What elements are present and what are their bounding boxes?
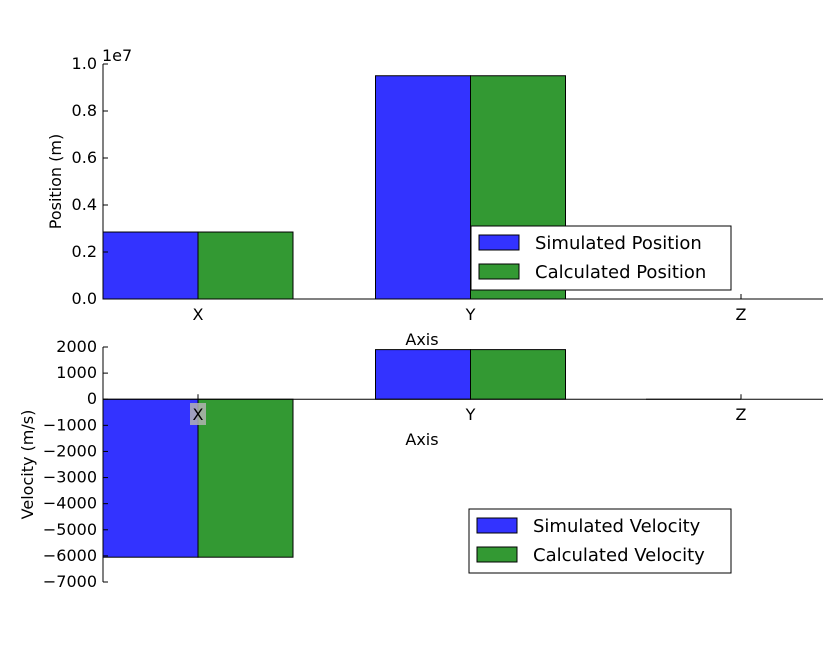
x-tick-label: Z xyxy=(736,405,747,424)
y-tick-label: 0.6 xyxy=(72,148,97,167)
y-axis-title: Position (m) xyxy=(46,134,65,229)
x-axis-title: Axis xyxy=(405,430,438,449)
x-tick-label: X xyxy=(193,405,204,424)
legend-label: Simulated Velocity xyxy=(533,516,701,537)
y-tick-label: −6000 xyxy=(43,546,97,565)
y-tick-label: 0 xyxy=(87,389,97,408)
y-tick-label: −5000 xyxy=(43,520,97,539)
y-tick-label: 2000 xyxy=(56,337,97,356)
legend-swatch xyxy=(478,263,520,280)
x-tick-label: X xyxy=(193,305,204,324)
bar-calculated-position-x xyxy=(197,231,294,300)
legend-swatch xyxy=(476,517,518,534)
y-offset-text: 1e7 xyxy=(102,46,132,65)
x-tick-label: Y xyxy=(465,305,476,324)
y-tick-label: −1000 xyxy=(43,415,97,434)
legend-swatch xyxy=(478,234,520,251)
bar-simulated-position-x xyxy=(102,231,199,300)
y-tick-label: 1000 xyxy=(56,363,97,382)
y-tick-label: −3000 xyxy=(43,468,97,487)
legend-label: Calculated Velocity xyxy=(533,545,705,566)
y-tick-label: −7000 xyxy=(43,572,97,591)
legend-label: Calculated Position xyxy=(535,262,706,283)
x-tick-label: Z xyxy=(736,305,747,324)
y-tick-label: 0.0 xyxy=(72,289,97,308)
position-chart: 0.0 0.2 0.4 0.6 0.8 1.0 X Y Z Axis Position (m) 1e7… xyxy=(46,46,823,349)
legend-label: Simulated Position xyxy=(535,233,702,254)
y-tick-label: 0.2 xyxy=(72,242,97,261)
y-tick-label: 1.0 xyxy=(72,54,97,73)
bar-calculated-velocity-x xyxy=(197,398,294,558)
y-tick-label: 0.4 xyxy=(72,195,97,214)
y-axis-title: Velocity (m/s) xyxy=(18,410,37,520)
velocity-chart: −7000 −6000 −5000 −4000 −3000 −2000 −1000 0 1000… xyxy=(18,337,823,591)
bar-simulated-position-y xyxy=(375,75,471,300)
x-axis-title: Axis xyxy=(405,330,438,349)
legend: Simulated Position Calculated Position xyxy=(470,225,732,291)
x-tick-label: Y xyxy=(465,405,476,424)
bar-simulated-velocity-x xyxy=(102,398,199,558)
bar-calculated-velocity-y xyxy=(470,349,566,400)
legend-swatch xyxy=(476,546,518,563)
legend: Simulated Velocity Calculated Velocity xyxy=(468,508,732,574)
y-tick-label: −4000 xyxy=(43,494,97,513)
y-tick-label: −2000 xyxy=(43,441,97,460)
y-tick-label: 0.8 xyxy=(72,101,97,120)
bar-simulated-velocity-y xyxy=(375,349,471,400)
x-tick-label-highlight xyxy=(190,403,206,425)
